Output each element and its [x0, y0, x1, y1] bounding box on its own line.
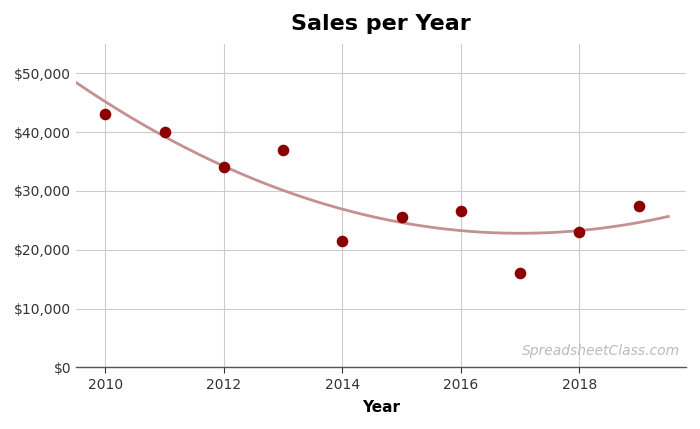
Point [633, 202, 644, 209]
Point [100, 111, 111, 118]
Title: Sales per Year: Sales per Year [291, 14, 471, 34]
X-axis label: Year: Year [362, 400, 400, 415]
Point [574, 229, 585, 236]
Point [337, 237, 348, 244]
Point [396, 214, 407, 221]
Point [218, 164, 230, 171]
Point [278, 146, 289, 153]
Point [514, 270, 526, 277]
Point [159, 129, 170, 136]
Text: SpreadsheetClass.com: SpreadsheetClass.com [522, 344, 680, 358]
Point [456, 208, 467, 215]
